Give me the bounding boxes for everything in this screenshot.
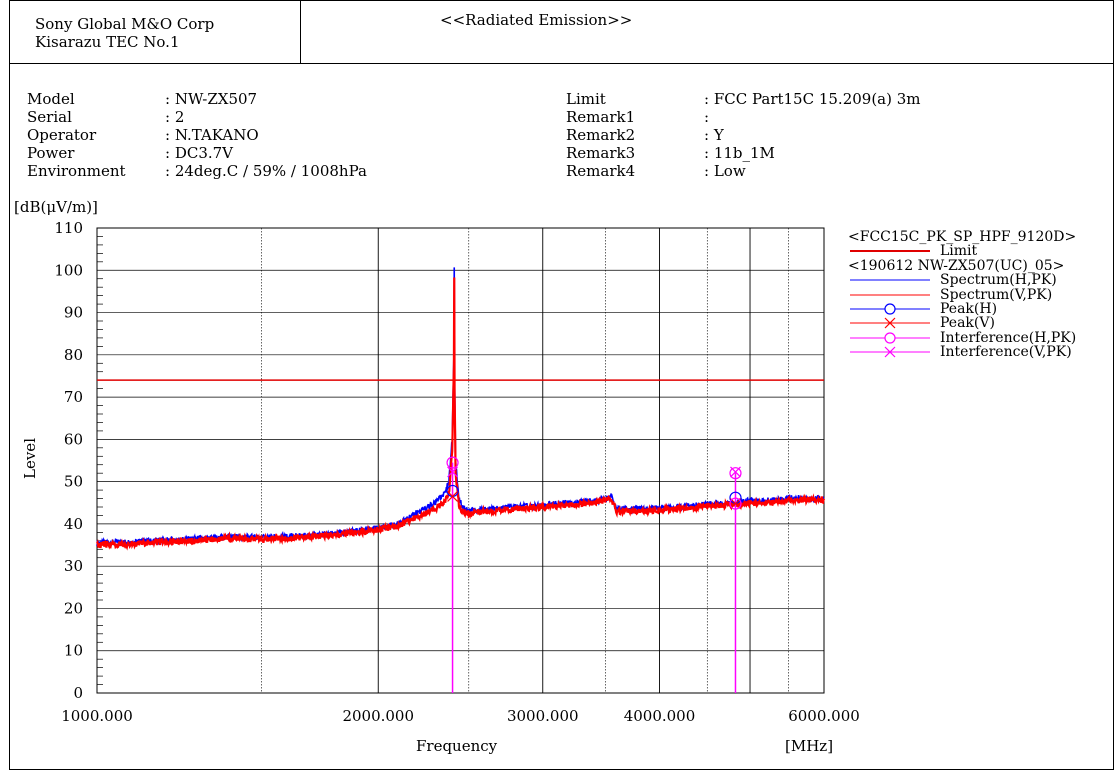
- legend-item-spectrum-v: Spectrum(V,PK): [840, 286, 1076, 303]
- x-tick-label: 6000.000: [788, 707, 860, 725]
- info-label: Operator: [27, 126, 97, 144]
- info-row-remark2: Remark2 : Y: [566, 126, 1066, 144]
- info-label: Remark4: [566, 162, 636, 180]
- legend-swatch-circle: [884, 303, 896, 315]
- info-value: : DC3.7V: [165, 144, 234, 162]
- legend-item-peak-h: Peak(H): [840, 302, 1076, 316]
- peak-marker-cross: [447, 491, 458, 502]
- legend-label: Spectrum(H,PK): [940, 272, 1057, 289]
- legend-item-interference-v: Interference(V,PK): [840, 344, 1076, 361]
- info-value: : Y: [704, 126, 724, 144]
- report-title: <<Radiated Emission>>: [440, 11, 633, 29]
- y-tick-label: 20: [64, 599, 83, 617]
- legend-label: Limit: [940, 243, 978, 260]
- x-tick-label: 1000.000: [61, 707, 133, 725]
- legend-swatch: [850, 346, 930, 358]
- x-tick-label: 3000.000: [507, 707, 579, 725]
- y-tick-label: 100: [54, 261, 83, 279]
- legend-label: Interference(H,PK): [940, 329, 1077, 346]
- info-row-limit: Limit : FCC Part15C 15.209(a) 3m: [566, 90, 1066, 108]
- peak-marker-cross: [730, 466, 741, 478]
- peak-marker-circle: [729, 497, 742, 510]
- info-row-environment: Environment : 24deg.C / 59% / 1008hPa: [27, 162, 527, 180]
- legend-swatch: [850, 303, 930, 315]
- legend: <FCC15C_PK_SP_HPF_9120D> Limit <190612 N…: [840, 230, 1076, 360]
- info-value: : N.TAKANO: [165, 126, 259, 144]
- report-frame: [9, 0, 1114, 770]
- info-value: : FCC Part15C 15.209(a) 3m: [704, 90, 921, 108]
- info-left: Model : NW-ZX507 Serial : 2 Operator : N.TA…: [27, 90, 527, 190]
- legend-item-spectrum-h: Spectrum(H,PK): [840, 272, 1076, 289]
- info-value: :: [704, 108, 710, 126]
- info-label: Limit: [566, 90, 606, 108]
- y-tick-label: 50: [64, 473, 83, 491]
- info-row-model: Model : NW-ZX507: [27, 90, 527, 108]
- info-row-operator: Operator : N.TAKANO: [27, 126, 527, 144]
- info-value: : 2: [165, 108, 185, 126]
- header-divider: [9, 63, 1114, 64]
- legend-label: Peak(H): [940, 300, 998, 317]
- legend-item-limit: Limit: [840, 243, 1076, 260]
- legend-swatch-circle: [884, 332, 896, 344]
- legend-swatch: [850, 279, 930, 281]
- legend-swatch-cross: [884, 346, 896, 358]
- info-right: Limit : FCC Part15C 15.209(a) 3m Remark1:…: [566, 90, 1066, 190]
- legend-group-title-2: <190612 NW-ZX507(UC)_05>: [848, 257, 1065, 274]
- info-label: Remark2: [566, 126, 636, 144]
- legend-swatch: [850, 294, 930, 296]
- y-tick-label: 90: [64, 304, 83, 322]
- y-unit-label: [dB(μV/m)]: [14, 198, 98, 216]
- info-value: : 11b_1M: [704, 144, 775, 162]
- y-tick-label: 10: [64, 642, 83, 660]
- y-tick-label: 30: [64, 557, 83, 575]
- info-value: : NW-ZX507: [165, 90, 258, 108]
- info-label: Serial: [27, 108, 72, 126]
- legend-swatch-cross: [884, 317, 896, 329]
- peak-marker-circle: [446, 456, 459, 469]
- info-row-remark4: Remark4 : Low: [566, 162, 1066, 180]
- x-axis-label: Frequency: [416, 737, 498, 755]
- info-value: : 24deg.C / 59% / 1008hPa: [165, 162, 367, 180]
- legend-label: Peak(V): [940, 315, 995, 332]
- y-tick-label: 60: [64, 430, 83, 448]
- legend-swatch: [850, 332, 930, 344]
- info-label: Remark3: [566, 144, 636, 162]
- legend-item-interference-h: Interference(H,PK): [840, 329, 1077, 346]
- y-tick-label: 70: [64, 388, 83, 406]
- info-label: Power: [27, 144, 75, 162]
- y-tick-label: 110: [54, 219, 83, 237]
- info-label: Model: [27, 90, 75, 108]
- info-value: : Low: [704, 162, 746, 180]
- y-tick-label: 0: [73, 684, 83, 702]
- x-tick-label: 4000.000: [624, 707, 696, 725]
- x-tick-label: 2000.000: [342, 707, 414, 725]
- y-tick-label: 80: [64, 346, 83, 364]
- info-row-remark1: Remark1:: [566, 108, 1066, 126]
- legend-item-peak-v: Peak(V): [840, 315, 1076, 332]
- peak-marker-circle: [729, 467, 742, 480]
- peak-marker-cross: [730, 498, 741, 510]
- company-name: Sony Global M&O Corp: [35, 15, 215, 33]
- company-site: Kisarazu TEC No.1: [35, 33, 180, 51]
- peak-marker-cross: [447, 466, 458, 478]
- legend-swatch: [850, 250, 930, 253]
- info-row-serial: Serial : 2: [27, 108, 527, 126]
- info-row-power: Power : DC3.7V: [27, 144, 527, 162]
- info-row-remark3: Remark3 : 11b_1M: [566, 144, 1066, 162]
- info-label: Environment: [27, 162, 126, 180]
- legend-label: Spectrum(V,PK): [940, 286, 1053, 303]
- x-unit-label: [MHz]: [785, 737, 834, 755]
- plot-area: [96, 227, 825, 694]
- spectrum-line-v: [96, 277, 826, 551]
- legend-group-title-1: <FCC15C_PK_SP_HPF_9120D>: [848, 229, 1077, 245]
- legend-swatch: [850, 317, 930, 329]
- y-tick-label: 40: [64, 515, 83, 533]
- legend-label: Interference(V,PK): [940, 344, 1072, 361]
- info-label: Remark1: [566, 108, 636, 126]
